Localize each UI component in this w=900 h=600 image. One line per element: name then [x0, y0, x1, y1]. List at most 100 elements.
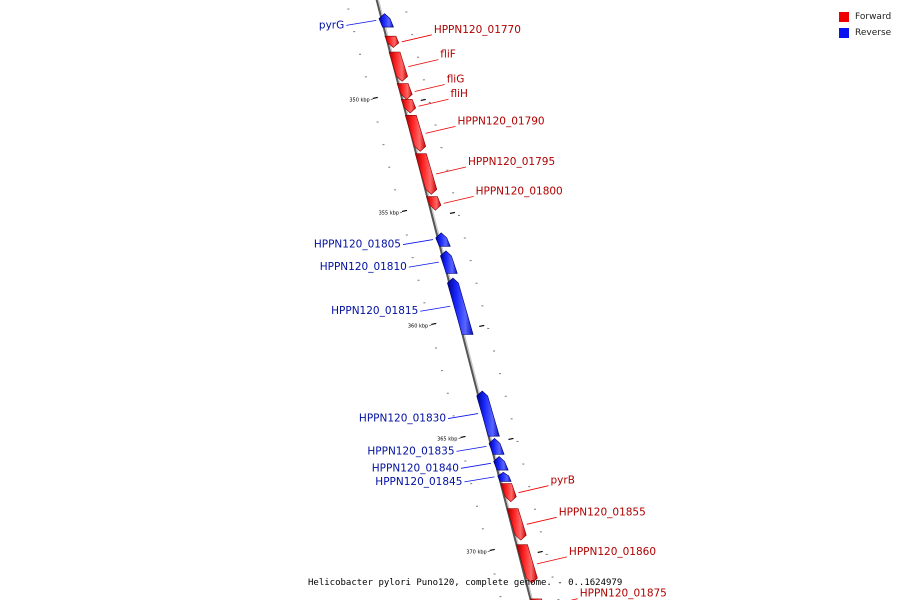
gene-leader-line: [401, 34, 432, 43]
gene-leader-line: [414, 84, 445, 92]
gene-block[interactable]: [440, 250, 458, 274]
legend-item-forward: Forward: [839, 9, 891, 25]
legend-label-forward: Forward: [855, 12, 892, 22]
gene-block[interactable]: [388, 51, 408, 82]
gene-leader-line: [408, 59, 439, 68]
scale-tick: [489, 548, 495, 552]
gene-HPPN120_01770[interactable]: HPPN120_01770: [384, 24, 521, 48]
gene-leader-line: [408, 261, 439, 268]
gene-label[interactable]: fliH: [450, 88, 467, 100]
gene-label[interactable]: HPPN120_01845: [375, 476, 462, 488]
gene-HPPN120_01810[interactable]: HPPN120_01810: [320, 250, 458, 274]
gene-HPPN120_01840[interactable]: HPPN120_01840: [372, 456, 509, 475]
gene-HPPN120_01795[interactable]: HPPN120_01795: [414, 153, 555, 195]
gene-label[interactable]: fliF: [440, 49, 456, 61]
gene-HPPN120_01845[interactable]: HPPN120_01845: [375, 471, 512, 488]
gene-HPPN120_01790[interactable]: HPPN120_01790: [404, 115, 545, 152]
gene-leader-line: [456, 445, 487, 452]
legend: Forward Reverse: [839, 9, 891, 41]
genome-caption: Helicobacter pylori Puno120, complete ge…: [308, 578, 623, 588]
gene-block[interactable]: [404, 115, 427, 152]
gene-label[interactable]: pyrB: [551, 475, 575, 487]
scale-tick: [537, 550, 543, 554]
gene-block[interactable]: [384, 35, 400, 48]
gene-fliF[interactable]: fliF: [388, 49, 456, 82]
gene-block[interactable]: [447, 277, 474, 335]
gene-block[interactable]: [497, 471, 512, 482]
gene-HPPN120_01835[interactable]: HPPN120_01835: [367, 437, 505, 457]
gene-label[interactable]: HPPN120_01840: [372, 462, 459, 474]
scale-tick-label: 370 kbp: [466, 549, 486, 555]
gene-block[interactable]: [425, 196, 442, 211]
gene-block[interactable]: [506, 508, 527, 541]
gene-label[interactable]: HPPN120_01860: [569, 546, 656, 558]
gene-leader-line: [443, 196, 474, 204]
gene-HPPN120_01800[interactable]: HPPN120_01800: [425, 185, 563, 211]
gene-leader-line: [346, 19, 377, 26]
gene-pyrG[interactable]: pyrG: [319, 13, 394, 32]
gene-leader-line: [435, 166, 467, 175]
gene-HPPN120_01860[interactable]: HPPN120_01860: [516, 544, 657, 584]
gene-label[interactable]: HPPN120_01830: [359, 413, 446, 425]
gene-label[interactable]: HPPN120_01835: [367, 445, 454, 457]
scale-tick-label: 360 kbp: [408, 323, 428, 329]
scale-tick: [372, 96, 378, 100]
gene-label[interactable]: HPPN120_01875: [580, 588, 667, 600]
gene-fliG[interactable]: fliG: [396, 74, 465, 100]
scale-tick: [508, 437, 514, 441]
scale-tick-label: 365 kbp: [437, 436, 457, 442]
gene-label[interactable]: HPPN120_01795: [468, 156, 555, 168]
scale-tick: [401, 209, 408, 213]
gene-label[interactable]: HPPN120_01810: [320, 261, 407, 273]
gene-HPPN120_01830[interactable]: HPPN120_01830: [359, 390, 500, 437]
scale-tick: [420, 98, 426, 102]
gene-block[interactable]: [488, 437, 505, 455]
gene-pyrB[interactable]: pyrB: [500, 475, 575, 503]
gene-block[interactable]: [435, 232, 451, 247]
scale-tick: [479, 324, 485, 328]
gene-leader-line: [420, 305, 451, 312]
forward-swatch: [839, 12, 849, 22]
gene-leader-line: [402, 239, 434, 245]
gene-label[interactable]: fliG: [447, 74, 465, 86]
gene-label[interactable]: HPPN120_01855: [559, 506, 646, 518]
gene-label[interactable]: HPPN120_01800: [476, 185, 563, 197]
legend-item-reverse: Reverse: [839, 25, 891, 41]
gene-block[interactable]: [493, 456, 509, 471]
gene-block[interactable]: [500, 483, 517, 503]
reverse-swatch: [839, 28, 849, 38]
scale-tick: [431, 322, 437, 326]
gene-HPPN120_01805[interactable]: HPPN120_01805: [314, 232, 451, 251]
gene-HPPN120_01855[interactable]: HPPN120_01855: [506, 506, 646, 541]
gene-features: pyrG HPPN120_01770 fliF fliG fliH HPPN120_017…: [314, 13, 667, 600]
gene-fliH[interactable]: fliH: [400, 88, 468, 114]
gene-leader-line: [518, 485, 549, 494]
scale-tick-label: 355 kbp: [379, 210, 399, 216]
scale-tick: [449, 211, 456, 215]
gene-leader-line: [460, 462, 491, 469]
gene-block[interactable]: [378, 13, 394, 28]
scale-tick: [460, 435, 466, 439]
gene-label[interactable]: HPPN120_01770: [434, 24, 521, 36]
gene-leader-line: [526, 516, 557, 525]
scale-ticks: 350 kbp 355 kbp 360 kbp 365 kbp 370 kbp: [349, 96, 543, 555]
legend-label-reverse: Reverse: [855, 28, 892, 38]
gene-leader-line: [464, 476, 495, 483]
gene-HPPN120_01875[interactable]: HPPN120_01875: [530, 588, 667, 600]
gene-leader-line: [536, 556, 568, 565]
gene-label[interactable]: HPPN120_01805: [314, 239, 401, 251]
gene-label[interactable]: pyrG: [319, 19, 344, 31]
gene-block[interactable]: [414, 153, 438, 195]
gene-block[interactable]: [396, 83, 413, 100]
gene-label[interactable]: HPPN120_01815: [331, 305, 418, 317]
gene-block[interactable]: [516, 544, 538, 584]
gene-leader-line: [447, 413, 479, 419]
scale-tick-label: 350 kbp: [349, 97, 369, 103]
gene-block[interactable]: [400, 99, 417, 114]
gene-leader-line: [425, 125, 456, 134]
gene-label[interactable]: HPPN120_01790: [458, 115, 545, 127]
gene-HPPN120_01815[interactable]: HPPN120_01815: [331, 277, 474, 335]
gene-leader-line: [418, 98, 449, 107]
gene-block[interactable]: [476, 390, 500, 437]
